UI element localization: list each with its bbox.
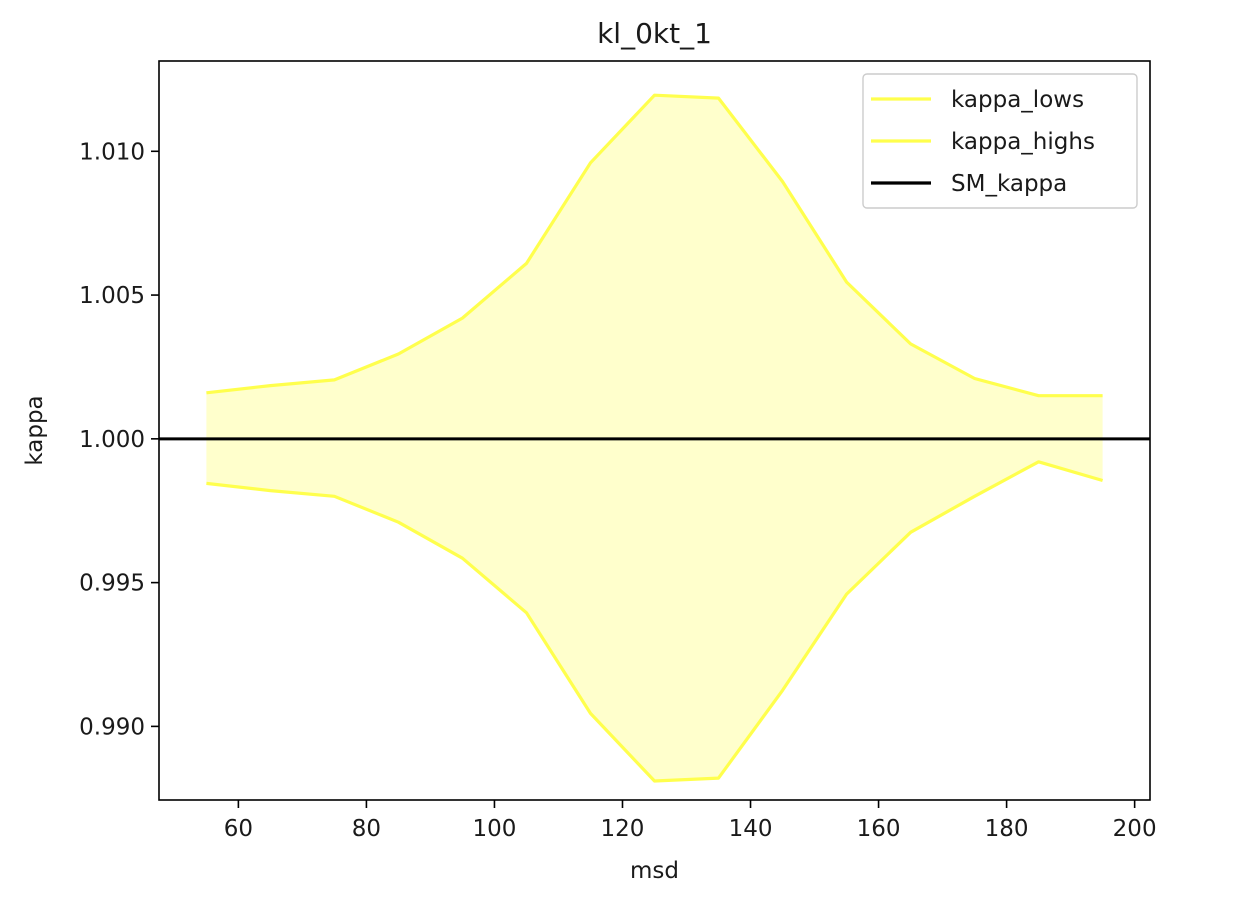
- y-tick-label: 1.005: [79, 283, 145, 309]
- x-axis-label: msd: [630, 858, 679, 884]
- legend-label: SM_kappa: [951, 171, 1067, 197]
- series-line-kappa-highs: [206, 93, 1103, 398]
- legend-label: kappa_highs: [951, 129, 1095, 155]
- x-tick-label: 100: [473, 816, 517, 842]
- y-tick-label: 0.990: [79, 714, 145, 740]
- plot-frame: [158, 60, 1151, 801]
- x-tick-label: 140: [729, 816, 773, 842]
- y-axis-label: kappa: [22, 395, 48, 465]
- y-tick-label: 1.010: [79, 139, 145, 165]
- chart-title: kl_0kt_1: [597, 17, 712, 50]
- series-line-kappa-lows: [206, 460, 1104, 783]
- x-tick-label: 120: [601, 816, 645, 842]
- legend-box: [862, 73, 1138, 209]
- x-axis-ticks: 60 80 100 120 140 160 180 200: [224, 800, 1157, 842]
- x-tick-label: 80: [352, 816, 381, 842]
- y-tick-label: 0.995: [79, 571, 145, 597]
- x-tick-label: 200: [1113, 816, 1157, 842]
- legend-label: kappa_lows: [951, 87, 1084, 113]
- legend: kappa_lows kappa_highs SM_kappa: [862, 73, 1138, 209]
- x-tick-label: 180: [985, 816, 1029, 842]
- x-tick-label: 60: [224, 816, 253, 842]
- y-axis-ticks: 0.990 0.995 1.000 1.005 1.010: [79, 139, 159, 740]
- x-tick-label: 160: [857, 816, 901, 842]
- y-tick-label: 1.000: [79, 427, 145, 453]
- series-layer: [159, 93, 1150, 783]
